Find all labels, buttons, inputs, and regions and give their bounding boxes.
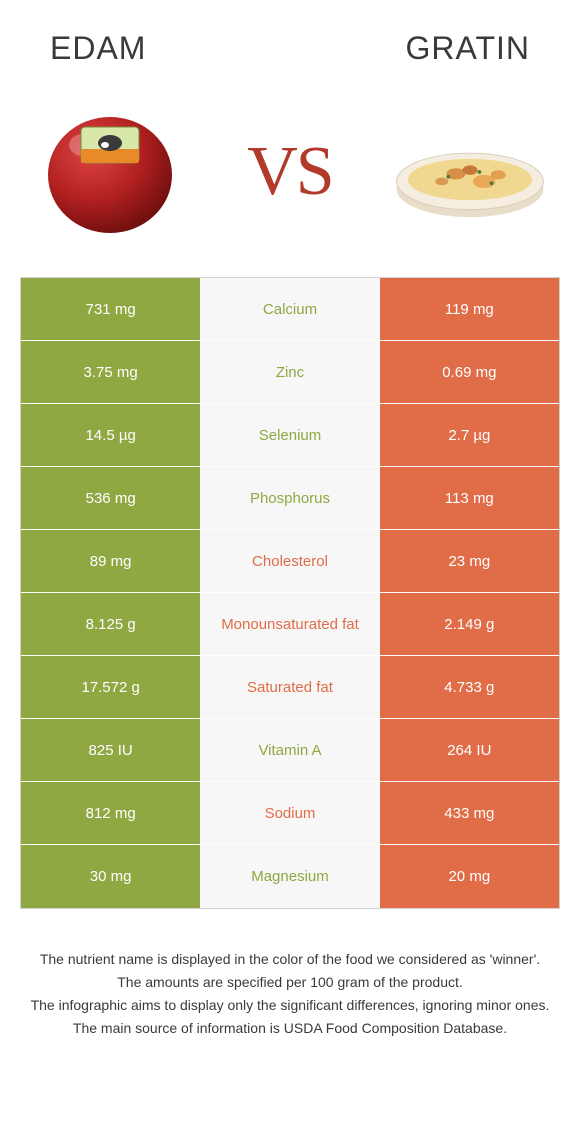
gratin-image [390,92,550,252]
left-food-title: EDAM [50,30,146,67]
left-value: 17.572 g [21,656,200,718]
table-row: 89 mgCholesterol23 mg [21,530,559,593]
right-value: 264 IU [380,719,559,781]
nutrient-name: Phosphorus [200,467,379,529]
left-value: 812 mg [21,782,200,844]
table-row: 30 mgMagnesium20 mg [21,845,559,908]
table-row: 14.5 µgSelenium2.7 µg [21,404,559,467]
left-value: 30 mg [21,845,200,908]
nutrient-name: Saturated fat [200,656,379,718]
nutrient-name: Sodium [200,782,379,844]
footer-line-4: The main source of information is USDA F… [30,1018,550,1039]
right-value: 4.733 g [380,656,559,718]
nutrient-name: Magnesium [200,845,379,908]
vs-label: VS [247,132,332,212]
left-value: 89 mg [21,530,200,592]
table-row: 812 mgSodium433 mg [21,782,559,845]
left-value: 731 mg [21,278,200,340]
footer-notes: The nutrient name is displayed in the co… [0,909,580,1061]
left-value: 536 mg [21,467,200,529]
footer-line-3: The infographic aims to display only the… [30,995,550,1016]
right-value: 119 mg [380,278,559,340]
table-row: 731 mgCalcium119 mg [21,278,559,341]
left-value: 3.75 mg [21,341,200,403]
footer-line-2: The amounts are specified per 100 gram o… [30,972,550,993]
right-value: 2.149 g [380,593,559,655]
right-food-title: GRATIN [405,30,530,67]
header: EDAM GRATIN [0,0,580,77]
right-value: 20 mg [380,845,559,908]
table-row: 825 IUVitamin A264 IU [21,719,559,782]
right-value: 433 mg [380,782,559,844]
right-value: 2.7 µg [380,404,559,466]
nutrient-name: Cholesterol [200,530,379,592]
table-row: 536 mgPhosphorus113 mg [21,467,559,530]
left-value: 825 IU [21,719,200,781]
footer-line-1: The nutrient name is displayed in the co… [30,949,550,970]
left-value: 8.125 g [21,593,200,655]
right-value: 0.69 mg [380,341,559,403]
nutrient-name: Monounsaturated fat [200,593,379,655]
left-value: 14.5 µg [21,404,200,466]
edam-image [30,92,190,252]
right-value: 113 mg [380,467,559,529]
nutrient-table: 731 mgCalcium119 mg3.75 mgZinc0.69 mg14.… [20,277,560,909]
nutrient-name: Zinc [200,341,379,403]
nutrient-name: Calcium [200,278,379,340]
table-row: 17.572 gSaturated fat4.733 g [21,656,559,719]
nutrient-name: Selenium [200,404,379,466]
table-row: 3.75 mgZinc0.69 mg [21,341,559,404]
images-row: VS [0,77,580,277]
nutrient-name: Vitamin A [200,719,379,781]
table-row: 8.125 gMonounsaturated fat2.149 g [21,593,559,656]
right-value: 23 mg [380,530,559,592]
